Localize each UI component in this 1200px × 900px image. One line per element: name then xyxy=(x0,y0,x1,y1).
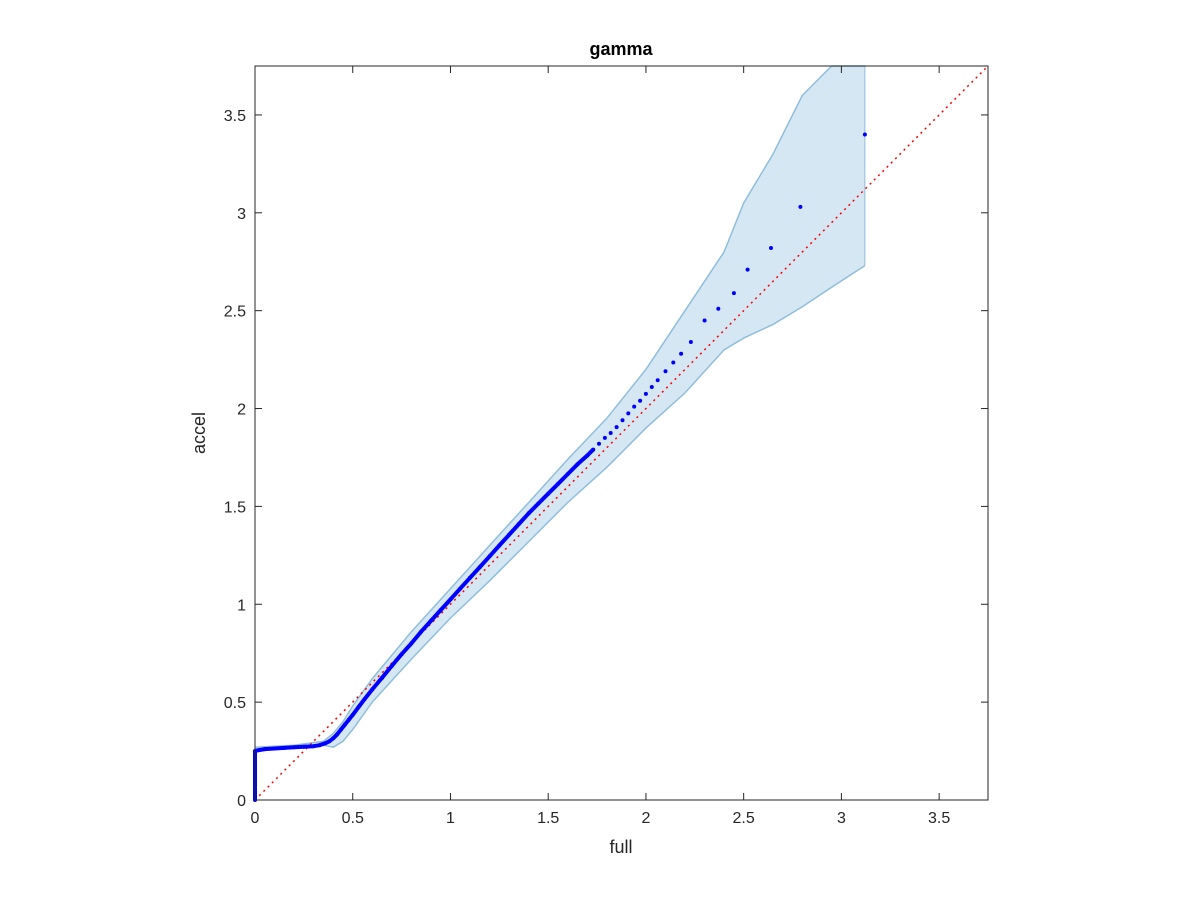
data-point xyxy=(507,532,512,537)
y-tick-label: 3 xyxy=(237,206,246,223)
y-tick-label: 1.5 xyxy=(224,499,246,516)
data-point xyxy=(350,712,355,717)
data-point xyxy=(458,586,463,591)
data-point xyxy=(591,447,596,452)
data-point xyxy=(526,511,531,516)
y-tick-label: 1 xyxy=(237,597,246,614)
data-point xyxy=(798,204,803,209)
data-point xyxy=(311,744,316,749)
y-tick-label: 3.5 xyxy=(224,108,246,125)
data-point xyxy=(671,360,676,365)
confidence-band-upper xyxy=(254,65,865,748)
x-tick-label: 0 xyxy=(251,810,260,827)
y-tick-label: 0 xyxy=(237,793,246,810)
confidence-band-area xyxy=(255,66,865,750)
data-point xyxy=(608,431,613,435)
data-point xyxy=(620,418,625,423)
data-point xyxy=(380,675,385,680)
data-point xyxy=(335,732,340,737)
y-tick-label: 0.5 xyxy=(224,695,246,712)
data-point xyxy=(428,618,433,623)
x-tick-label: 2 xyxy=(641,810,650,827)
x-tick-label: 2.5 xyxy=(733,810,755,827)
data-point xyxy=(497,543,502,548)
data-point xyxy=(862,132,867,137)
y-tick-label: 2 xyxy=(237,402,246,419)
data-point xyxy=(292,745,297,750)
data-point xyxy=(655,378,660,383)
data-point xyxy=(438,608,443,613)
data-point xyxy=(331,736,336,741)
data-point xyxy=(339,727,343,732)
data-point xyxy=(546,491,551,496)
data-point xyxy=(716,306,721,311)
confidence-band-lower xyxy=(254,264,866,750)
data-point xyxy=(679,351,684,356)
data-point xyxy=(272,746,277,751)
data-point xyxy=(688,340,693,344)
x-tick-label: 1 xyxy=(446,810,455,827)
data-point xyxy=(745,267,750,272)
data-point xyxy=(262,747,267,752)
data-point xyxy=(731,291,736,296)
data-point xyxy=(342,722,347,727)
data-point xyxy=(585,453,590,458)
ticks-layer: 0 0.5 1 1.5 2 2.5 3 3.5 0 0.5 1 1.5 2 2.5 3 3.5 xyxy=(224,66,988,827)
data-point xyxy=(409,641,414,646)
data-point xyxy=(556,481,560,486)
data-point xyxy=(643,391,648,396)
data-point xyxy=(649,385,654,389)
data-point xyxy=(632,404,637,409)
data-point xyxy=(362,697,367,702)
x-tick-label: 0.5 xyxy=(342,810,364,827)
chart-title: gamma xyxy=(589,39,653,59)
reference-line xyxy=(254,65,989,801)
data-point xyxy=(346,717,351,722)
data-point xyxy=(614,425,619,430)
data-point xyxy=(317,743,322,748)
data-point xyxy=(468,575,472,580)
data-point xyxy=(626,411,631,416)
data-point xyxy=(282,745,287,750)
data-point xyxy=(389,663,394,668)
data-point xyxy=(256,748,261,753)
data-point xyxy=(419,629,424,634)
data-point xyxy=(575,462,580,467)
data-point xyxy=(536,501,541,506)
data-point xyxy=(323,741,328,746)
x-axis-title: full xyxy=(609,837,632,857)
data-point xyxy=(370,687,375,692)
x-tick-label: 3 xyxy=(837,810,846,827)
axes-box xyxy=(254,65,989,801)
data-point xyxy=(487,554,492,559)
data-point xyxy=(602,435,607,440)
data-point xyxy=(301,744,306,749)
data-point xyxy=(638,398,643,403)
data-point xyxy=(702,318,707,323)
y-tick-label: 2.5 xyxy=(224,304,246,321)
data-point xyxy=(477,565,482,570)
data-point xyxy=(399,652,404,657)
data-point xyxy=(769,246,773,250)
y-axis-title: accel xyxy=(189,412,209,454)
reference-line-layer xyxy=(254,65,989,801)
x-tick-label: 3.5 xyxy=(928,810,950,827)
data-point xyxy=(565,472,570,477)
x-tick-label: 1.5 xyxy=(537,810,559,827)
data-point xyxy=(327,739,332,744)
data-point xyxy=(597,441,601,446)
confidence-band-layer xyxy=(254,65,866,750)
data-point xyxy=(663,369,668,374)
data-point xyxy=(448,597,453,602)
data-point xyxy=(356,705,361,709)
data-point xyxy=(516,522,521,526)
